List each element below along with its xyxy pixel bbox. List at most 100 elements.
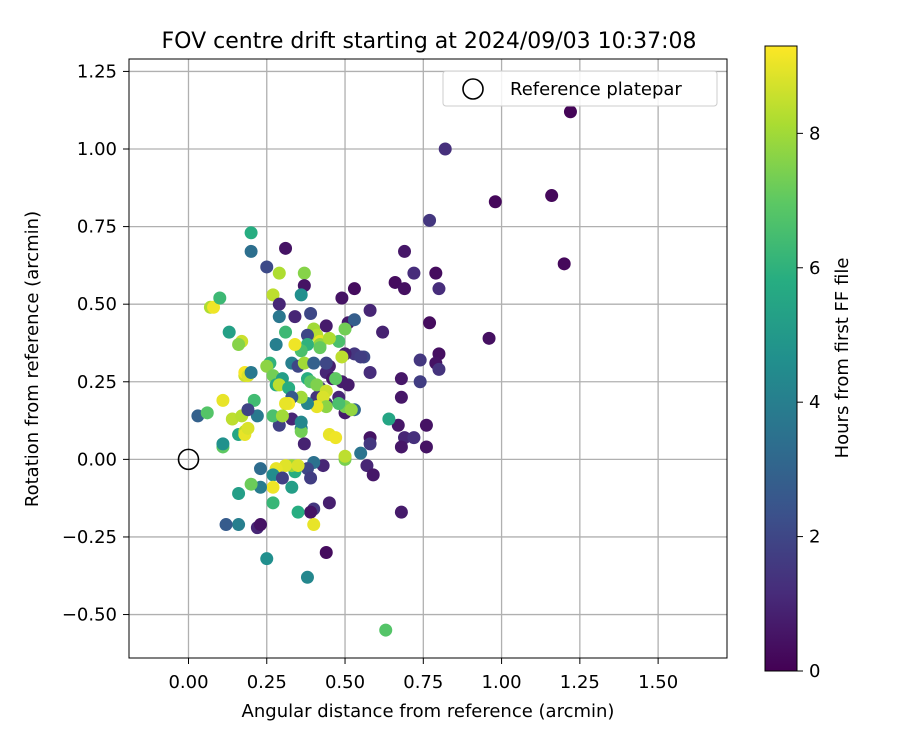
data-point-2 — [488, 195, 502, 209]
y-tick-label-4: 0.50 — [77, 294, 117, 315]
data-point-149 — [310, 378, 324, 392]
data-point-115 — [244, 226, 258, 240]
data-point-155 — [294, 390, 308, 404]
data-point-112 — [247, 393, 261, 407]
data-point-74 — [266, 496, 280, 510]
data-point-84 — [322, 496, 336, 510]
data-point-14 — [376, 325, 390, 339]
data-point-67 — [275, 471, 289, 485]
data-point-167 — [329, 431, 343, 445]
data-point-85 — [319, 545, 333, 559]
plot-background — [129, 59, 727, 658]
colorbar-tick-label-3: 6 — [809, 258, 820, 279]
data-point-105 — [207, 300, 221, 314]
data-point-9 — [398, 282, 412, 296]
data-point-78 — [244, 477, 258, 491]
data-point-114 — [244, 244, 258, 258]
data-point-72 — [307, 518, 321, 532]
x-tick-label-2: 0.50 — [325, 672, 365, 693]
data-point-47 — [394, 440, 408, 454]
data-point-44 — [419, 418, 433, 432]
data-point-69 — [304, 471, 318, 485]
colorbar-fill — [765, 46, 797, 671]
colorbar-tick-label-1: 2 — [809, 527, 820, 548]
data-point-125 — [288, 310, 302, 324]
data-point-75 — [266, 480, 280, 494]
y-tick-label-2: 0.00 — [77, 449, 117, 470]
data-point-68 — [285, 480, 299, 494]
data-point-23 — [413, 353, 427, 367]
x-tick-label-6: 1.50 — [638, 672, 678, 693]
colorbar-ticks: 0 2 4 6 8 — [797, 123, 820, 682]
data-point-119 — [272, 297, 286, 311]
x-axis-ticks: 0.00 0.25 0.50 0.75 1.00 1.25 1.50 — [168, 658, 678, 693]
data-point-126 — [304, 306, 318, 320]
data-point-94 — [216, 393, 230, 407]
data-point-77 — [253, 462, 267, 476]
data-point-56 — [366, 468, 380, 482]
data-point-116 — [260, 260, 274, 274]
data-point-27 — [363, 365, 377, 379]
x-tick-label-5: 1.25 — [560, 672, 600, 693]
y-tick-label-3: 0.25 — [77, 372, 117, 393]
data-point-138 — [260, 359, 274, 373]
data-point-52 — [354, 446, 368, 460]
colorbar-tick-label-2: 4 — [809, 392, 820, 413]
x-tick-label-0: 0.00 — [168, 672, 208, 693]
data-point-13 — [423, 316, 437, 330]
data-point-48 — [419, 440, 433, 454]
data-point-171 — [329, 372, 343, 386]
data-point-63 — [291, 459, 305, 473]
data-point-164 — [297, 437, 311, 451]
data-point-118 — [266, 288, 280, 302]
data-point-89 — [394, 505, 408, 519]
x-tick-label-1: 0.25 — [247, 672, 287, 693]
colorbar-tick-label-0: 0 — [809, 661, 820, 682]
y-tick-label-0: −0.50 — [62, 605, 117, 626]
data-point-5 — [482, 331, 496, 345]
x-axis-label: Angular distance from reference (arcmin) — [242, 701, 615, 722]
data-point-25 — [394, 372, 408, 386]
data-point-169 — [319, 356, 333, 370]
data-point-26 — [394, 390, 408, 404]
data-point-135 — [279, 325, 293, 339]
data-point-79 — [232, 487, 246, 501]
data-point-163 — [294, 424, 308, 438]
colorbar-label: Hours from first FF file — [832, 258, 853, 459]
data-point-121 — [297, 266, 311, 280]
data-point-43 — [391, 418, 405, 432]
data-point-73 — [291, 505, 305, 519]
data-point-55 — [360, 459, 374, 473]
legend: Reference platepar — [442, 70, 718, 107]
colorbar: 0 2 4 6 8 Hours from first FF file — [764, 45, 853, 682]
data-point-87 — [300, 570, 314, 584]
data-point-175 — [322, 331, 336, 345]
data-point-86 — [260, 552, 274, 566]
plot-frame — [128, 58, 728, 659]
chart-title: FOV centre drift starting at 2024/09/03 … — [162, 29, 697, 54]
data-point-80 — [232, 518, 246, 532]
y-tick-label-6: 1.00 — [77, 139, 117, 160]
data-point-22 — [432, 362, 446, 376]
data-point-161 — [266, 409, 280, 423]
data-point-103 — [222, 325, 236, 339]
y-axis-ticks: −0.50 −0.25 0.00 0.25 0.50 0.75 1.00 1.25 — [62, 61, 129, 626]
data-point-136 — [269, 338, 283, 352]
data-point-172 — [335, 350, 349, 364]
legend-marker-icon — [462, 78, 484, 100]
y-axis-label: Rotation from reference (arcmin) — [22, 211, 43, 507]
data-point-54 — [338, 449, 352, 463]
x-tick-label-3: 0.75 — [403, 672, 443, 693]
data-point-177 — [319, 319, 333, 333]
data-point-24 — [413, 375, 427, 389]
grid-lines — [129, 59, 727, 658]
data-point-106 — [213, 291, 227, 305]
plot-area: 0.00 0.25 0.50 0.75 1.00 1.25 1.50 −0.50 −0.25 0… — [62, 58, 728, 693]
data-point-179 — [307, 356, 321, 370]
reference-platepar-marker — [177, 448, 200, 471]
data-point-165 — [294, 415, 308, 429]
colorbar-frame — [764, 45, 798, 672]
scatter-points — [191, 105, 577, 637]
data-point-131 — [300, 328, 314, 342]
